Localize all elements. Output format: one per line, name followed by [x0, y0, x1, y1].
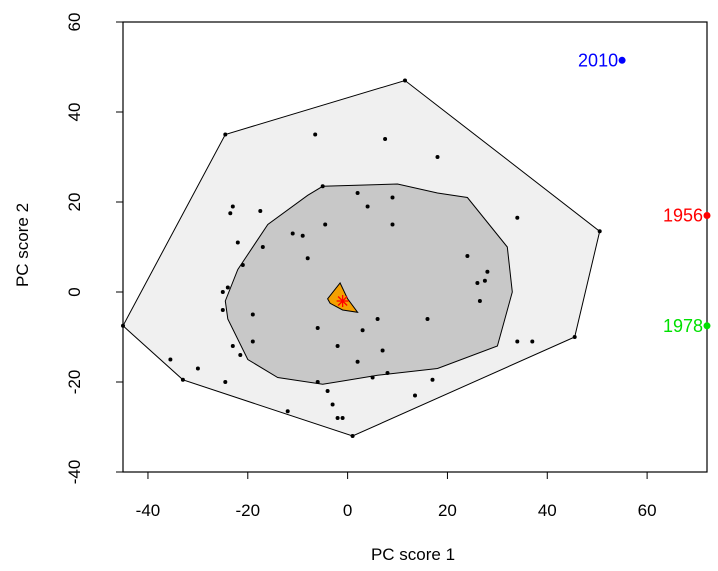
data-point — [413, 393, 417, 398]
data-point — [403, 78, 407, 83]
data-point — [380, 348, 385, 353]
data-point — [228, 211, 233, 216]
data-point — [383, 137, 388, 141]
outlier-label: 1978 — [663, 316, 703, 336]
data-point — [365, 204, 370, 209]
data-point — [350, 434, 355, 438]
data-point — [375, 317, 380, 321]
data-point — [515, 215, 520, 220]
data-point — [180, 377, 185, 382]
data-point — [477, 299, 482, 303]
data-point — [355, 191, 360, 195]
data-point — [168, 357, 173, 362]
data-point — [330, 402, 335, 407]
data-point — [323, 222, 328, 227]
y-tick-label: 60 — [65, 13, 84, 32]
x-tick-label: 20 — [438, 501, 457, 520]
data-point — [475, 281, 480, 285]
axes-layer: -40 -20 0 20 40 60 -40 -20 0 20 40 60 — [65, 13, 657, 520]
data-point — [425, 317, 430, 321]
data-point — [220, 308, 225, 312]
points-layer — [121, 78, 602, 438]
x-tick-label: 60 — [638, 501, 657, 520]
data-point — [325, 389, 330, 393]
outlier-point — [703, 212, 711, 219]
inner-hull-bag — [224, 183, 513, 385]
hull-layer — [122, 79, 601, 437]
median-layer — [327, 282, 359, 313]
data-point — [572, 335, 577, 339]
data-point — [370, 375, 375, 380]
outlier-label: 1956 — [663, 206, 703, 226]
x-tick-label: 0 — [343, 501, 352, 520]
plot-area-frame — [122, 21, 708, 473]
data-point — [340, 416, 345, 420]
data-point — [335, 344, 340, 348]
y-tick-label: 0 — [65, 287, 84, 296]
data-point — [597, 229, 602, 234]
data-point — [300, 233, 305, 238]
data-point — [235, 240, 240, 245]
data-point — [360, 328, 365, 333]
data-point — [435, 155, 440, 159]
x-axis-title: PC score 1 — [371, 545, 455, 564]
data-point — [250, 339, 255, 344]
data-point — [390, 222, 395, 227]
data-point — [335, 416, 340, 420]
data-point — [250, 312, 255, 317]
y-tick-label: -20 — [65, 370, 84, 395]
x-tick-label: 40 — [538, 501, 557, 520]
data-point — [482, 278, 487, 283]
y-tick-label: -40 — [65, 460, 84, 485]
data-point — [220, 290, 225, 294]
data-point — [315, 380, 320, 384]
data-point — [465, 254, 470, 258]
outlier-point — [618, 56, 626, 64]
data-point — [223, 380, 228, 384]
x-tick-label: -40 — [136, 501, 161, 520]
data-point — [238, 353, 243, 357]
data-point — [223, 132, 228, 137]
x-tick-label: -20 — [235, 501, 260, 520]
median-star-marker — [336, 295, 349, 307]
data-point — [305, 256, 310, 261]
data-point — [225, 285, 230, 290]
outliers-layer: 2010 1956 1978 — [578, 50, 711, 336]
data-point — [315, 326, 320, 330]
data-point — [290, 231, 295, 236]
data-point — [390, 195, 395, 200]
data-point — [230, 344, 235, 348]
data-point — [240, 263, 245, 267]
data-point — [430, 377, 435, 382]
y-tick-label: 20 — [65, 193, 84, 212]
data-point — [258, 209, 263, 213]
outlier-label: 2010 — [578, 50, 618, 70]
y-tick-label: 40 — [65, 103, 84, 122]
data-point — [260, 245, 265, 249]
data-point — [515, 339, 520, 344]
data-point — [121, 323, 125, 328]
y-axis-title: PC score 2 — [13, 203, 32, 287]
data-point — [355, 359, 360, 364]
data-point — [313, 132, 318, 137]
data-point — [285, 409, 290, 414]
data-point — [230, 204, 235, 209]
data-point — [195, 366, 200, 371]
data-point — [530, 339, 535, 344]
data-point — [485, 269, 490, 274]
data-point — [385, 371, 390, 375]
data-point — [320, 184, 325, 189]
outlier-point — [703, 322, 711, 330]
